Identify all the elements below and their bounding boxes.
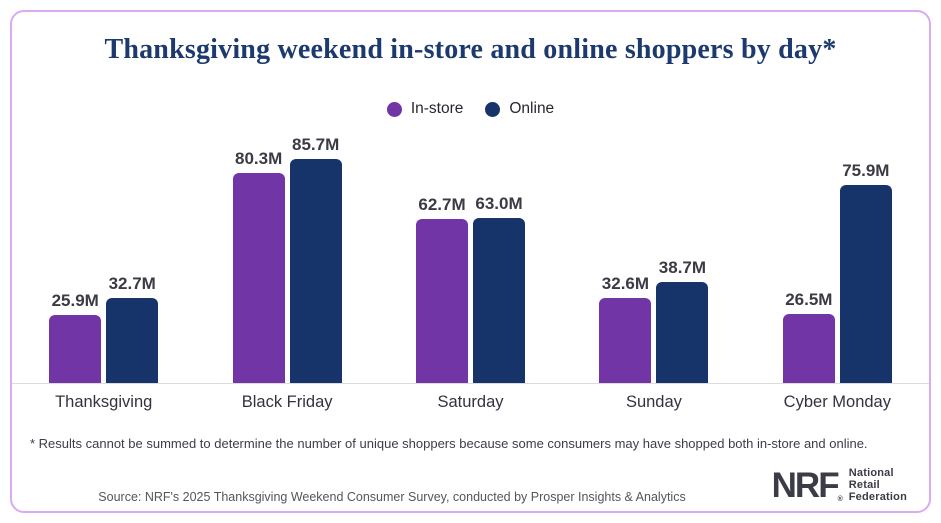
value-label-online-black-friday: 85.7M [291,135,340,154]
bar-wrap-online-saturday: 63.0M [473,194,526,383]
footnote: * Results cannot be summed to determine … [30,436,868,451]
bar-wrap-online-sunday: 38.7M [656,258,709,383]
value-label-online-sunday: 38.7M [658,258,707,277]
bar-wrap-online-black-friday: 85.7M [289,135,342,383]
category-label-saturday: Saturday [437,393,504,411]
value-label-in-store-black-friday: 80.3M [234,149,283,168]
legend-label-in-store: In-store [410,100,464,117]
chart-group-sunday: 32.6M 38.7M [562,132,745,383]
logo-line: National [848,467,894,479]
legend-item-in-store: In-store [386,100,464,118]
bar-in-store-sunday [599,298,652,383]
chart-group-black-friday: 80.3M 85.7M [195,132,378,383]
bar-in-store-saturday [416,219,469,383]
bar-wrap-online-thanksgiving: 32.7M [106,274,159,383]
registered-trademark-icon: ® [837,495,843,503]
page-title: Thanksgiving weekend in-store and online… [104,34,837,65]
value-label-online-thanksgiving: 32.7M [108,274,156,293]
bar-chart: 25.9M 32.7M 80.3M 85.7M 62.7M 63.0M 32.6M 38.7M… [12,132,929,383]
category-label-cyber-monday: Cyber Monday [783,393,891,411]
in-store-legend-dot-icon [386,101,402,117]
bar-in-store-black-friday [232,173,285,383]
chart-legend: In-store Online [12,100,929,118]
bar-online-thanksgiving [106,298,159,383]
infographic-card: Thanksgiving weekend in-store and online… [10,10,931,513]
bar-wrap-in-store-sunday: 32.6M [599,274,652,383]
nrf-logo-wordmark: NRF® [771,465,843,505]
nrf-logo-text: National Retail Federation [849,467,907,503]
online-legend-dot-icon [485,101,501,117]
category-label-black-friday: Black Friday [241,393,333,411]
bar-in-store-thanksgiving [49,315,102,383]
bar-pair: 25.9M 32.7M [49,274,159,383]
bar-wrap-in-store-black-friday: 80.3M [232,149,285,383]
bar-pair: 80.3M 85.7M [232,135,342,383]
legend-item-online: Online [485,100,554,118]
bar-pair: 26.5M 75.9M [782,161,892,383]
x-axis-line [12,383,929,384]
value-label-in-store-cyber-monday: 26.5M [785,290,833,309]
bar-wrap-in-store-saturday: 62.7M [416,195,469,383]
bar-online-cyber-monday [839,185,892,383]
value-label-in-store-sunday: 32.6M [601,274,650,293]
chart-group-thanksgiving: 25.9M 32.7M [12,132,195,383]
value-label-online-saturday: 63.0M [475,194,523,213]
bar-online-black-friday [289,159,342,383]
nrf-logo: NRF® National Retail Federation [772,467,907,503]
category-labels-row: Thanksgiving Black Friday Saturday Sunday Cy… [12,393,929,412]
value-label-in-store-thanksgiving: 25.9M [51,291,99,310]
bar-wrap-online-cyber-monday: 75.9M [839,161,892,383]
bar-online-sunday [656,282,709,383]
source-attribution: Source: NRF's 2025 Thanksgiving Weekend … [98,490,686,504]
value-label-online-cyber-monday: 75.9M [842,161,890,180]
bar-in-store-cyber-monday [782,314,835,383]
bar-online-saturday [473,218,526,383]
value-label-in-store-saturday: 62.7M [418,195,466,214]
bar-pair: 32.6M 38.7M [599,258,709,383]
category-label-sunday: Sunday [625,393,682,411]
chart-group-saturday: 62.7M 63.0M [379,132,562,383]
bar-pair: 62.7M 63.0M [416,194,526,383]
logo-line: Retail [848,479,880,491]
chart-group-cyber-monday: 26.5M 75.9M [746,132,929,383]
logo-line: Federation [848,491,907,503]
legend-label-online: Online [509,100,555,117]
bar-wrap-in-store-thanksgiving: 25.9M [49,291,102,383]
category-label-thanksgiving: Thanksgiving [55,393,153,411]
bar-wrap-in-store-cyber-monday: 26.5M [782,290,835,383]
